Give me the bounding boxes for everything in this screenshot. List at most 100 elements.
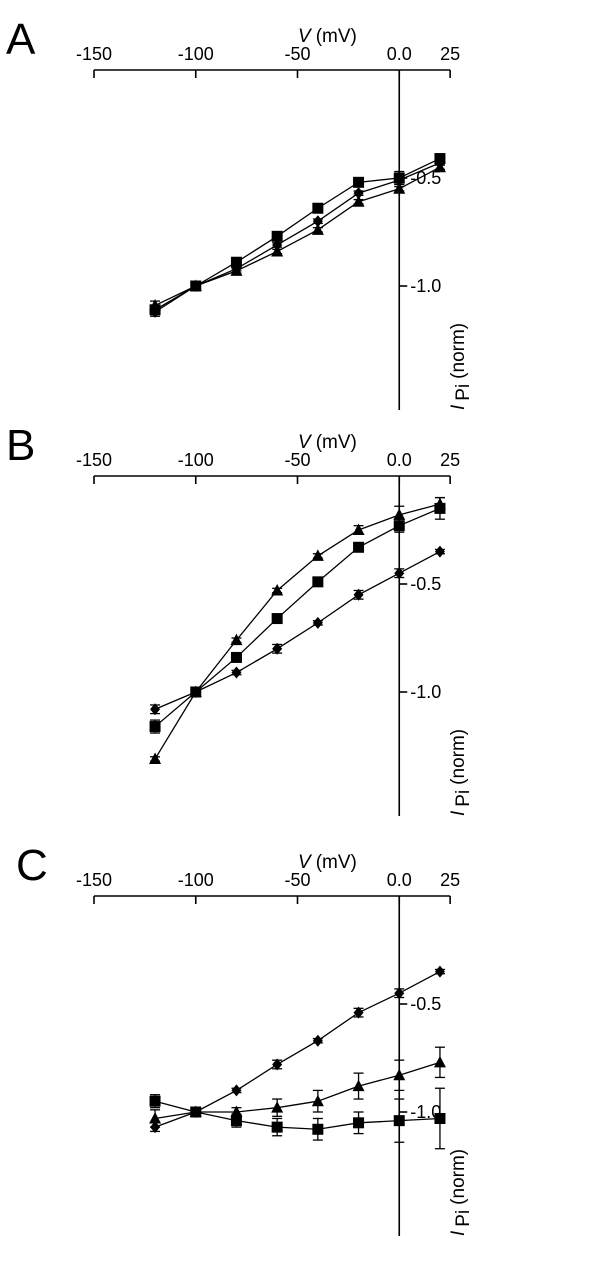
data-point-diamond xyxy=(434,545,445,558)
x-axis-symbol: V xyxy=(298,432,313,453)
data-point-diamond xyxy=(353,588,364,601)
data-point-triangle xyxy=(393,182,406,194)
data-point-diamond xyxy=(312,215,323,228)
y-tick-label: -0.5 xyxy=(410,574,441,594)
y-axis-title: I Pi (norm) xyxy=(448,729,474,816)
y-axis-symbol: I xyxy=(448,404,469,410)
x-tick-label: 25 xyxy=(440,450,460,470)
data-point-square xyxy=(312,202,324,214)
data-point-triangle xyxy=(149,298,162,311)
series-line-diamond xyxy=(154,971,441,1128)
data-point-square xyxy=(393,1115,405,1127)
data-point-triangle xyxy=(311,1094,324,1107)
data-point-square xyxy=(149,1095,161,1107)
series-line-square xyxy=(154,507,441,728)
data-point-diamond xyxy=(394,987,405,1000)
data-point-diamond xyxy=(150,703,161,716)
data-point-square xyxy=(353,176,365,188)
x-axis-unit: (mV) xyxy=(316,26,357,47)
data-point-triangle xyxy=(230,264,243,276)
y-tick-label: -1.0 xyxy=(410,276,441,296)
data-point-triangle xyxy=(149,1111,162,1124)
data-point-diamond xyxy=(353,187,364,200)
data-point-square xyxy=(312,576,324,588)
data-point-square xyxy=(230,651,242,663)
data-point-triangle xyxy=(311,223,324,235)
x-tick-label: -150 xyxy=(76,870,112,890)
series-line-diamond xyxy=(154,551,441,710)
y-axis-subscript: Pi xyxy=(453,790,474,807)
panel-b: B V (mV) I Pi (norm) -150 -100 -50 0.0 25 -0.5 -1… xyxy=(6,421,474,816)
x-tick-label: 25 xyxy=(440,870,460,890)
data-point-triangle xyxy=(189,279,202,291)
data-point-diamond xyxy=(231,666,242,679)
data-point-square xyxy=(353,541,365,553)
series-line-square xyxy=(154,157,441,311)
data-point-triangle xyxy=(393,508,406,520)
data-point-diamond xyxy=(394,174,405,187)
data-point-triangle xyxy=(433,497,446,510)
x-axis-symbol: V xyxy=(298,26,313,47)
series-line-square xyxy=(154,1100,440,1130)
x-tick-label: -100 xyxy=(178,450,214,470)
x-axis-symbol: V xyxy=(298,852,313,873)
panel-letter-c: C xyxy=(16,841,48,890)
y-tick-label: -1.0 xyxy=(410,682,441,702)
x-tick-label: 0.0 xyxy=(387,870,412,890)
data-point-triangle xyxy=(271,583,284,596)
x-axis-title: V (mV) xyxy=(298,432,357,453)
x-tick-label: -100 xyxy=(178,44,214,64)
data-point-triangle xyxy=(189,685,202,697)
data-point-diamond xyxy=(272,642,283,655)
x-tick-label: 0.0 xyxy=(387,450,412,470)
x-tick-label: -100 xyxy=(178,870,214,890)
data-point-triangle xyxy=(230,1105,243,1117)
panel-a: A V (mV) I Pi (norm) -150 -100 -50 0.0 25 -0.5 -1… xyxy=(6,15,474,410)
data-point-triangle xyxy=(230,633,243,646)
data-point-triangle xyxy=(433,160,446,173)
data-point-square xyxy=(393,520,405,532)
data-point-triangle xyxy=(352,1079,365,1092)
y-tick-label: -1.0 xyxy=(410,1102,441,1122)
series-line-triangle xyxy=(154,503,441,760)
data-point-triangle xyxy=(189,1105,202,1117)
data-point-diamond xyxy=(312,616,323,629)
x-tick-label: 0.0 xyxy=(387,44,412,64)
y-axis-unit: (norm) xyxy=(448,1149,469,1205)
x-tick-label: -150 xyxy=(76,450,112,470)
data-point-square xyxy=(149,721,161,733)
y-axis-subscript: Pi xyxy=(453,1210,474,1227)
y-axis-title: I Pi (norm) xyxy=(448,1149,474,1236)
panel-c: C V (mV) I Pi (norm) -150 -100 -50 0.0 25 -0.5 -1… xyxy=(16,841,474,1236)
y-axis-symbol: I xyxy=(448,1230,469,1236)
y-axis-symbol: I xyxy=(448,810,469,816)
series-line-triangle xyxy=(154,166,441,307)
data-point-diamond xyxy=(353,1006,364,1019)
data-point-diamond xyxy=(272,1058,283,1071)
x-axis-title: V (mV) xyxy=(298,26,357,47)
data-point-diamond xyxy=(434,965,445,978)
data-point-square xyxy=(434,1112,446,1124)
x-tick-label: -50 xyxy=(284,870,310,890)
data-point-diamond xyxy=(231,1084,242,1097)
y-axis-unit: (norm) xyxy=(448,729,469,785)
x-tick-label: 25 xyxy=(440,44,460,64)
y-axis-unit: (norm) xyxy=(448,323,469,379)
data-point-diamond xyxy=(312,1034,323,1047)
data-point-triangle xyxy=(433,1055,446,1068)
data-point-triangle xyxy=(352,195,365,207)
y-tick-label: -0.5 xyxy=(410,994,441,1014)
data-point-triangle xyxy=(271,1101,284,1113)
panel-letter-b: B xyxy=(6,421,35,470)
x-tick-label: -150 xyxy=(76,44,112,64)
series-line-triangle xyxy=(154,1061,441,1120)
data-point-triangle xyxy=(393,1068,406,1081)
data-point-triangle xyxy=(352,523,365,535)
data-point-square xyxy=(312,1123,324,1135)
x-axis-unit: (mV) xyxy=(316,852,357,873)
data-point-triangle xyxy=(311,549,324,561)
data-point-square xyxy=(271,613,283,625)
x-axis-title: V (mV) xyxy=(298,852,357,873)
data-point-triangle xyxy=(149,752,162,764)
